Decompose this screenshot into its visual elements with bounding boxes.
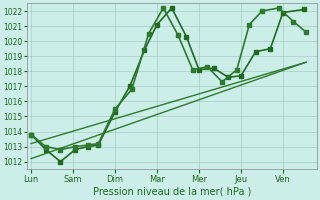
X-axis label: Pression niveau de la mer( hPa ): Pression niveau de la mer( hPa ) [92, 187, 251, 197]
